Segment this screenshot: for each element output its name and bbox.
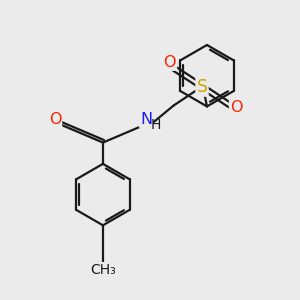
Text: CH₃: CH₃ bbox=[90, 263, 116, 277]
Text: H: H bbox=[151, 118, 161, 132]
Text: O: O bbox=[230, 100, 242, 116]
Text: S: S bbox=[196, 78, 208, 96]
Text: O: O bbox=[164, 55, 176, 70]
Text: N: N bbox=[140, 112, 152, 127]
Text: O: O bbox=[49, 112, 61, 127]
